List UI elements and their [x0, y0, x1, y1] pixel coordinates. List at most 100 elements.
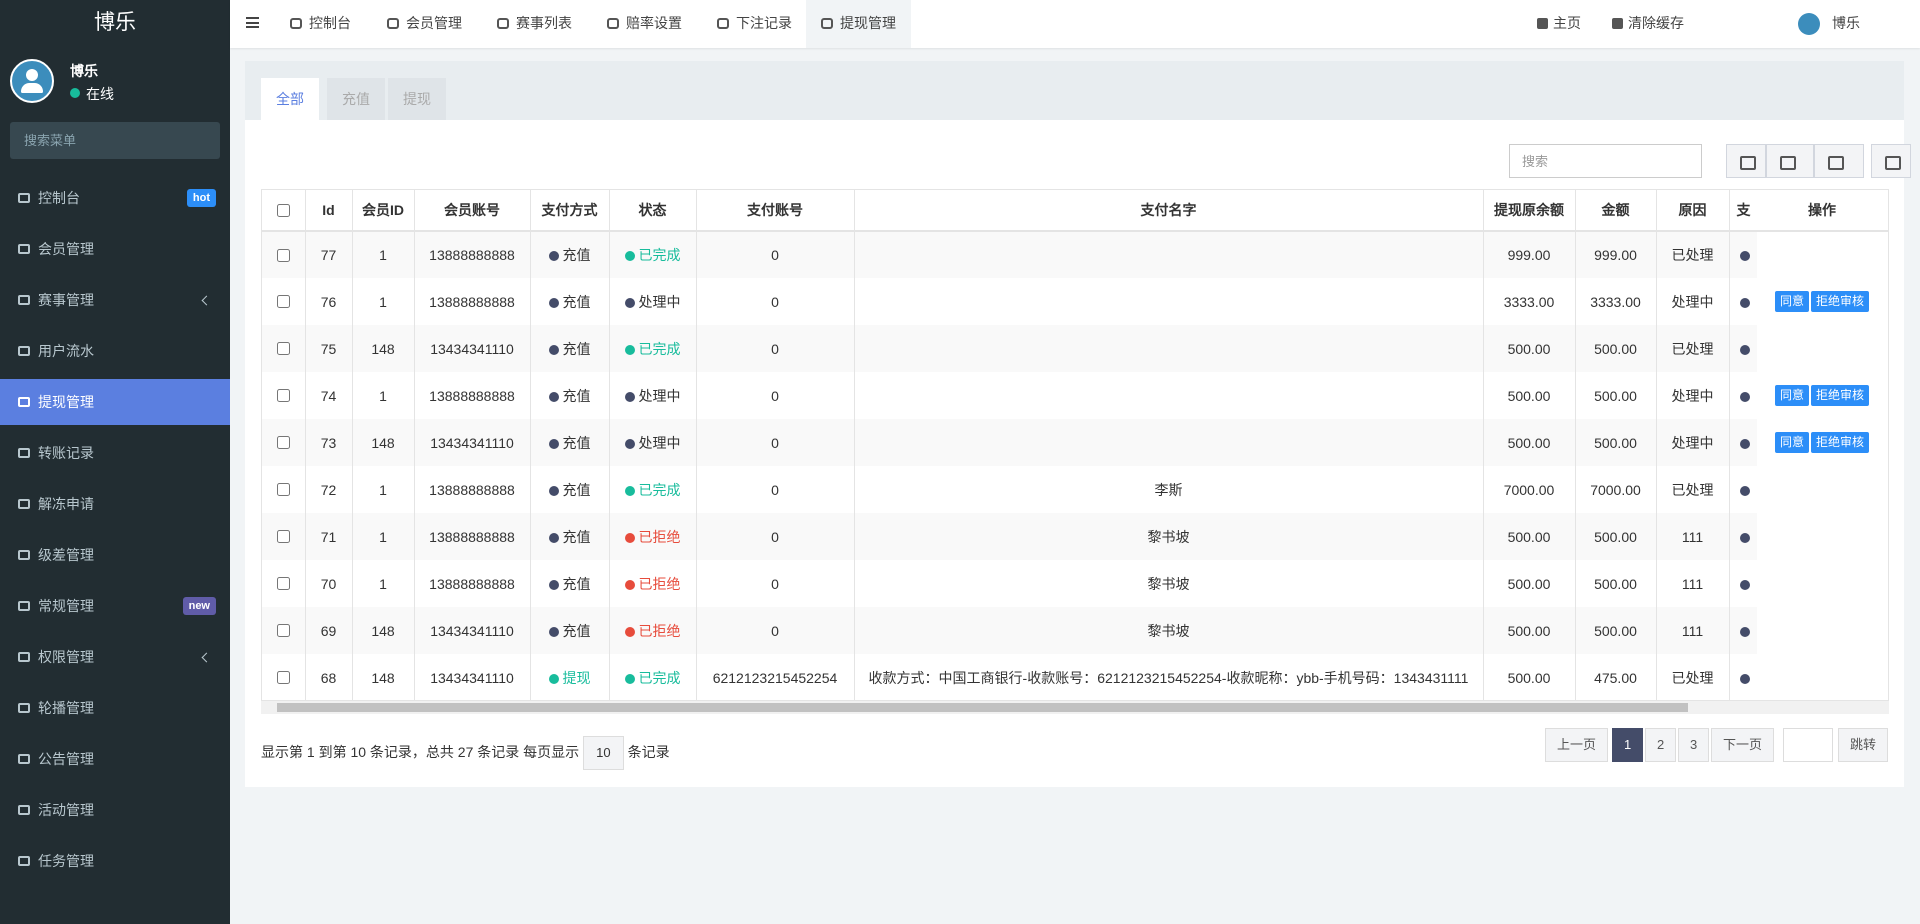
- menu-item[interactable]: 赛事管理: [0, 277, 230, 323]
- row-checkbox[interactable]: [277, 389, 291, 402]
- cut-dot: [1739, 297, 1750, 308]
- nav-tab[interactable]: 赛事列表: [482, 0, 587, 48]
- action-button[interactable]: 拒绝审核: [1811, 291, 1870, 312]
- cell: 7000.00: [1483, 466, 1576, 513]
- nav-tab[interactable]: 控制台: [275, 0, 366, 48]
- columns[interactable]: [1766, 144, 1814, 178]
- method: 充值: [562, 247, 591, 263]
- table-row: 74 1 13888888888 充值 处理中 0 500.00 500.00 处理中 同意 拒绝审…: [262, 372, 1888, 419]
- top-user[interactable]: 博乐: [1832, 15, 1860, 31]
- status-dot: [624, 579, 635, 590]
- filter-tab[interactable]: 提现: [388, 78, 446, 120]
- row-checkbox[interactable]: [277, 436, 291, 449]
- export[interactable]: [1814, 144, 1864, 178]
- menu-item[interactable]: 常规管理 new: [0, 583, 230, 629]
- header-cell: 原因: [1656, 190, 1730, 232]
- cell: 77: [305, 231, 353, 278]
- filter-tab[interactable]: 全部: [261, 78, 319, 120]
- submenu-caret: [201, 295, 212, 306]
- cell: [1729, 607, 1759, 654]
- method-dot: [548, 673, 559, 684]
- table-row: 77 1 13888888888 充值 已完成 0 999.00 999.00 已处理: [262, 231, 1888, 278]
- cell: [854, 325, 1484, 372]
- method-dot: [548, 297, 559, 308]
- action-button[interactable]: 拒绝审核: [1811, 385, 1870, 406]
- row-checkbox[interactable]: [277, 342, 291, 355]
- cell: 0: [696, 419, 855, 466]
- jump-input[interactable]: [1783, 728, 1833, 762]
- cell: 处理中: [609, 419, 697, 466]
- toggle-view[interactable]: [1726, 144, 1766, 178]
- menu-item[interactable]: 用户流水: [0, 328, 230, 374]
- table-wrap: Id 会员ID 会员账号 支付方式 状态 支付账号 支付名字 提现原余额 金额 原因支操作 77 1 1…: [261, 189, 1889, 701]
- top-link[interactable]: 清除缓存: [1612, 0, 1684, 48]
- menu-item[interactable]: 控制台 hot: [0, 175, 230, 221]
- action-button[interactable]: 同意: [1774, 432, 1809, 453]
- scrollbar[interactable]: [261, 701, 1889, 714]
- header-cell: 支付方式: [530, 190, 610, 232]
- cell: 500.00: [1575, 419, 1657, 466]
- menu-item[interactable]: 提现管理: [0, 379, 230, 425]
- table-search[interactable]: [1509, 144, 1702, 178]
- row-checkbox[interactable]: [277, 248, 291, 262]
- menu-toggle[interactable]: [246, 17, 259, 28]
- status-dot: [624, 344, 635, 355]
- row-checkbox[interactable]: [277, 671, 291, 684]
- jump-button[interactable]: 跳转: [1838, 728, 1889, 762]
- row-checkbox[interactable]: [277, 483, 291, 496]
- action-button[interactable]: 同意: [1774, 385, 1809, 406]
- method: 充值: [562, 528, 591, 545]
- table-row: 72 1 13888888888 充值 已完成 0 李斯 7000.00 7000.00 已处理: [262, 466, 1888, 513]
- menu-item[interactable]: 转账记录: [0, 430, 230, 476]
- menu-item[interactable]: 公告管理: [0, 736, 230, 782]
- row-checkbox[interactable]: [277, 295, 291, 308]
- row-checkbox[interactable]: [277, 624, 291, 637]
- menu-item[interactable]: 级差管理: [0, 532, 230, 578]
- nav-tab[interactable]: 提现管理: [806, 0, 911, 48]
- cell: 黎书坡: [854, 560, 1484, 607]
- avatar: [10, 59, 54, 103]
- cell: [262, 466, 306, 513]
- nav-tab[interactable]: 下注记录: [702, 0, 807, 48]
- menu-item[interactable]: 权限管理: [0, 634, 230, 680]
- page-size[interactable]: 10: [583, 736, 624, 770]
- row-checkbox[interactable]: [277, 577, 291, 590]
- submenu-caret: [201, 652, 212, 663]
- header-cell: 金额: [1575, 190, 1657, 232]
- nav-label: 下注记录: [736, 15, 792, 31]
- menu-item[interactable]: 解冻申请: [0, 481, 230, 527]
- action-cell: [1756, 654, 1888, 700]
- header-cell: 状态: [609, 190, 697, 232]
- row-checkbox[interactable]: [277, 530, 291, 543]
- prev-page[interactable]: 上一页: [1545, 728, 1609, 762]
- menu-search[interactable]: [10, 122, 220, 159]
- nav-tab[interactable]: 会员管理: [372, 0, 477, 48]
- cell: 7000.00: [1575, 466, 1657, 513]
- logo: 博乐: [94, 11, 136, 34]
- cell: 李斯: [854, 466, 1484, 513]
- select-all[interactable]: [277, 203, 291, 217]
- scroll-thumb[interactable]: [277, 703, 1688, 712]
- top-link[interactable]: 主页: [1537, 0, 1581, 48]
- nav-tab[interactable]: 赔率设置: [592, 0, 697, 48]
- action-button[interactable]: 拒绝审核: [1811, 432, 1870, 453]
- menu-item[interactable]: 任务管理: [0, 838, 230, 884]
- menu-item[interactable]: 轮播管理: [0, 685, 230, 731]
- cell: 提现: [530, 654, 610, 700]
- page-number[interactable]: 3: [1678, 728, 1710, 762]
- action-cell: [1756, 466, 1888, 513]
- cell: 13888888888: [414, 560, 531, 607]
- menu-item[interactable]: 会员管理: [0, 226, 230, 272]
- menu-item[interactable]: 活动管理: [0, 787, 230, 833]
- menu-icon: [18, 499, 30, 509]
- cut-dot: [1739, 626, 1750, 637]
- action-button[interactable]: 同意: [1774, 291, 1809, 312]
- menu-icon: [18, 754, 30, 764]
- page-number[interactable]: 2: [1645, 728, 1677, 762]
- search-button[interactable]: [1871, 144, 1911, 178]
- method: 充值: [562, 293, 591, 310]
- filter-tab[interactable]: 充值: [327, 78, 385, 120]
- next-page[interactable]: 下一页: [1711, 728, 1775, 762]
- cell: 黎书坡: [854, 513, 1484, 560]
- page-number[interactable]: 1: [1612, 728, 1644, 762]
